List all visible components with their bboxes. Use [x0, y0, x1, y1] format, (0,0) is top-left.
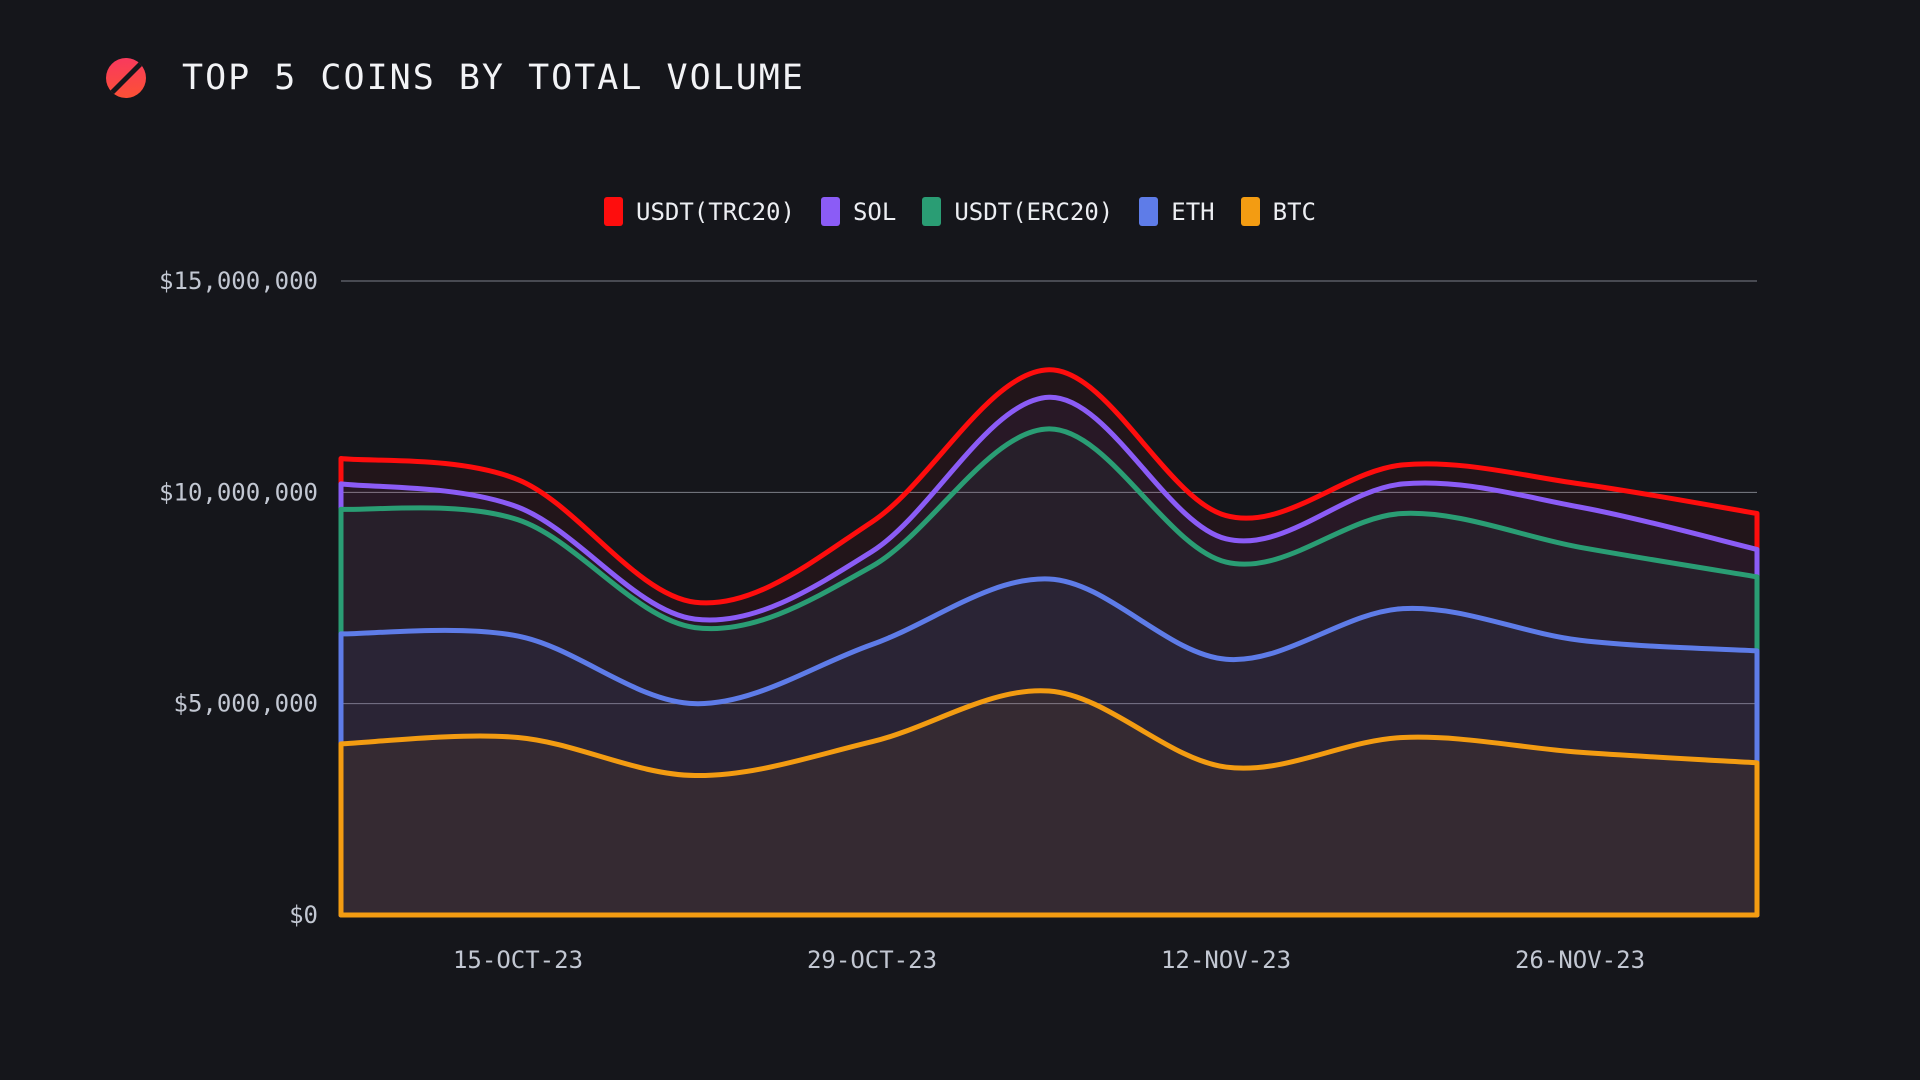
legend-swatch-icon	[1139, 197, 1159, 226]
y-tick-label: $5,000,000	[174, 690, 319, 718]
y-tick-label: $15,000,000	[159, 267, 318, 295]
series-area-sol	[338, 394, 1760, 918]
y-tick-label: $0	[289, 901, 318, 929]
legend-swatch-icon	[604, 197, 623, 226]
legend-item-btc[interactable]: BTC	[1240, 197, 1316, 226]
page-title: TOP 5 COINS BY TOTAL VOLUME	[182, 58, 805, 98]
slashed-circle-icon	[106, 58, 146, 98]
chart-header: TOP 5 COINS BY TOTAL VOLUME	[106, 58, 805, 98]
legend-label: BTC	[1272, 197, 1316, 226]
legend-swatch-icon	[922, 197, 942, 226]
x-tick-label: 15-OCT-23	[453, 946, 583, 974]
legend-swatch-icon	[1240, 197, 1260, 226]
legend-label: USDT(ERC20)	[954, 197, 1114, 226]
series-area-btc	[338, 688, 1760, 918]
legend-item-eth[interactable]: ETH	[1139, 197, 1215, 226]
x-axis-labels: 15-OCT-23 29-OCT-23 12-NOV-23 26-NOV-23	[453, 946, 1645, 974]
series-areas	[338, 367, 1760, 918]
y-tick-label: $10,000,000	[159, 478, 318, 506]
legend-item-usdt-erc20-[interactable]: USDT(ERC20)	[922, 197, 1113, 226]
legend-item-usdt-trc20-[interactable]: USDT(TRC20)	[604, 197, 795, 226]
legend-label: SOL	[852, 197, 897, 226]
legend-item-sol[interactable]: SOL	[820, 197, 897, 226]
y-axis-labels: $0 $5,000,000 $10,000,000 $15,000,000	[159, 267, 318, 929]
legend-swatch-icon	[820, 197, 840, 226]
legend-label: ETH	[1171, 197, 1215, 226]
x-tick-label: 29-OCT-23	[807, 946, 937, 974]
series-area-usdt-erc20-	[338, 426, 1760, 918]
x-tick-label: 26-NOV-23	[1515, 946, 1645, 974]
legend-label: USDT(TRC20)	[636, 197, 795, 226]
x-tick-label: 12-NOV-23	[1161, 946, 1291, 974]
series-area-usdt-trc20-	[338, 367, 1760, 918]
chart-legend: USDT(TRC20) SOL USDT(ERC20) ETH BTC	[0, 197, 1920, 226]
series-area-eth	[338, 576, 1760, 918]
